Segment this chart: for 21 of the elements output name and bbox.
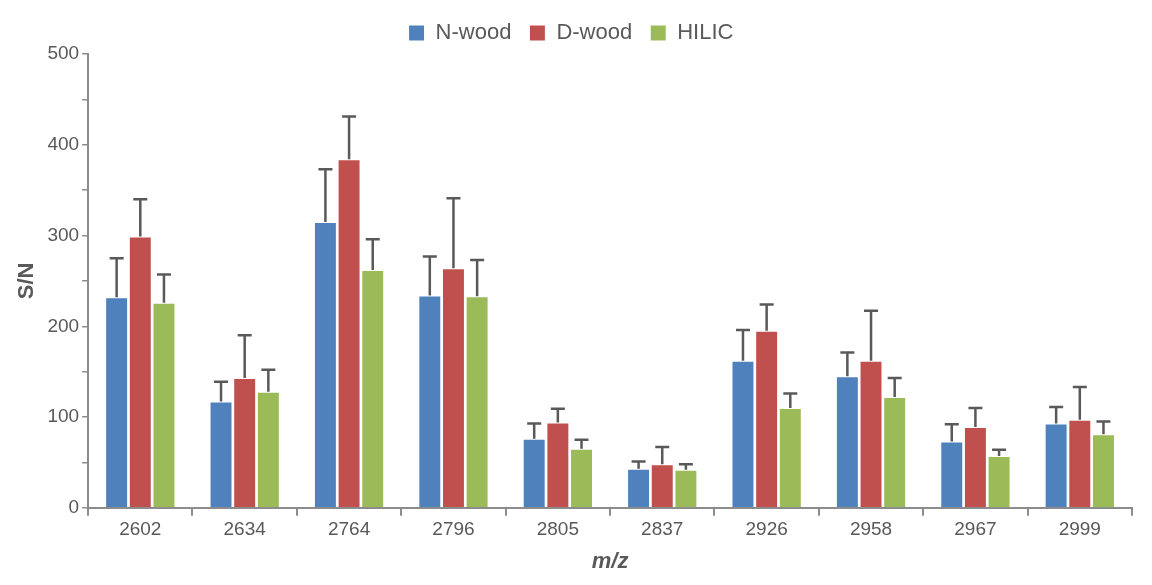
y-tick-label: 0 xyxy=(68,496,80,518)
legend-label: D-wood xyxy=(556,19,633,45)
x-tick-label: 2958 xyxy=(849,518,893,540)
x-tick-label: 2926 xyxy=(745,518,788,540)
x-tick-label: 2967 xyxy=(954,518,997,540)
x-axis-title: m/z xyxy=(591,547,629,573)
y-axis-title: S/N xyxy=(13,262,39,300)
x-tick-label: 2837 xyxy=(641,518,684,540)
y-tick-label: 100 xyxy=(47,405,80,427)
x-tick-label: 2999 xyxy=(1058,518,1101,540)
legend-label: HILIC xyxy=(677,19,734,45)
x-tick-label: 2764 xyxy=(327,518,371,540)
y-tick-label: 300 xyxy=(47,223,80,245)
legend-label: N-wood xyxy=(435,19,512,45)
x-tick-label: 2805 xyxy=(536,518,579,540)
y-tick-label: 400 xyxy=(47,132,80,154)
x-tick-label: 2602 xyxy=(119,518,162,540)
y-tick-label: 500 xyxy=(47,42,80,64)
x-tick-label: 2634 xyxy=(223,518,267,540)
y-tick-label: 200 xyxy=(47,314,80,336)
x-tick-label: 2796 xyxy=(432,518,475,540)
